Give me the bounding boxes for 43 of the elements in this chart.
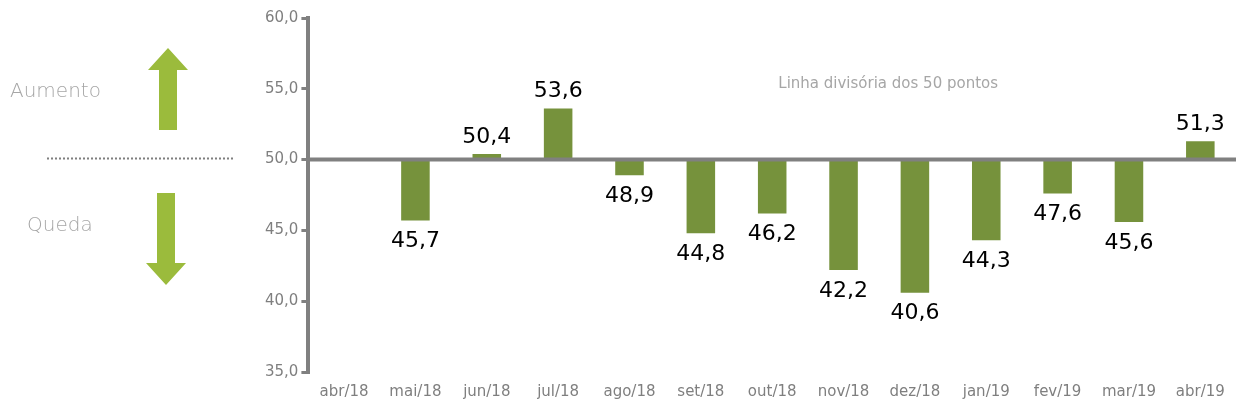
x-tick-label: dez/18 — [889, 381, 941, 400]
x-tick-label: set/18 — [677, 381, 725, 400]
data-label: 51,3 — [1175, 109, 1225, 135]
data-label: 40,6 — [890, 299, 940, 325]
data-label: 45,7 — [390, 227, 440, 253]
x-tick-label: abr/19 — [1175, 381, 1225, 400]
y-tick-label: 55,0 — [264, 78, 299, 97]
bar — [401, 159, 430, 221]
data-label: 48,9 — [605, 181, 654, 207]
x-tick-label: fev/19 — [1033, 381, 1082, 400]
x-tick-label: abr/18 — [319, 381, 369, 400]
y-tick-label: 60,0 — [264, 7, 299, 26]
data-label: 50,4 — [462, 122, 512, 148]
bar — [757, 159, 787, 214]
x-tick-label: jun/18 — [462, 381, 511, 400]
x-tick-label: mar/19 — [1101, 381, 1157, 400]
x-tick-label: ago/18 — [603, 381, 656, 400]
text: Aumento — [10, 78, 101, 102]
x-tick-label: mai/18 — [389, 381, 442, 400]
bar — [1043, 159, 1072, 194]
bar — [900, 159, 930, 293]
bar — [1114, 159, 1144, 222]
bar — [829, 159, 858, 271]
y-tick-label: 40,0 — [264, 291, 299, 310]
ref-line-label: Linha divisória dos 50 pontos — [778, 74, 999, 93]
bar — [686, 159, 716, 234]
data-label: 53,6 — [533, 77, 583, 103]
x-tick-label: nov/18 — [817, 381, 870, 400]
text: Queda — [27, 212, 93, 236]
data-label: 44,8 — [676, 239, 726, 265]
x-tick-label: jul/18 — [536, 381, 580, 400]
data-label: 45,6 — [1104, 228, 1154, 254]
data-label: 42,2 — [819, 276, 869, 302]
y-tick-label: 45,0 — [264, 220, 299, 239]
y-tick-label: 35,0 — [264, 361, 299, 380]
x-tick-label: jan/19 — [961, 381, 1010, 400]
bar — [971, 159, 1001, 241]
data-label: 46,2 — [747, 220, 797, 246]
y-tick-label: 50,0 — [264, 149, 299, 168]
data-label: 44,3 — [961, 247, 1011, 273]
bar — [543, 108, 573, 160]
x-tick-label: out/18 — [747, 381, 797, 400]
data-label: 47,6 — [1033, 200, 1083, 226]
